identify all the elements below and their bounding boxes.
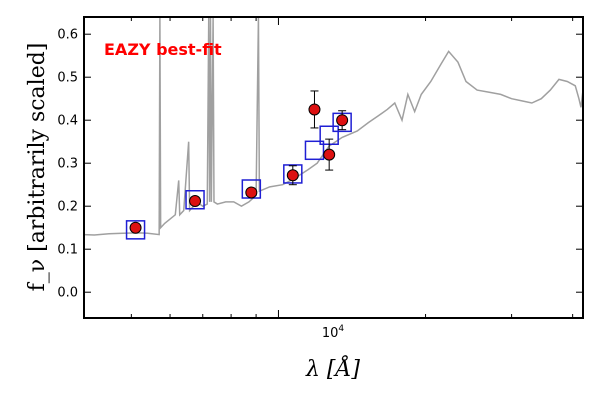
- chart-annotation: EAZY best-fit: [104, 40, 222, 59]
- plot-frame: [83, 16, 584, 319]
- y-tick-label: 0.6: [57, 28, 78, 43]
- y-tick-label: 0.4: [57, 114, 78, 129]
- y-ticks: 0.0 0.1 0.2 0.3 0.4 0.5 0.6: [57, 28, 583, 301]
- x-tick-label-1e4: 104: [322, 324, 345, 341]
- observed-flux-point: [189, 195, 202, 208]
- plot-area: [84, 17, 583, 240]
- y-tick-label: 0.0: [57, 286, 78, 301]
- y-tick-label: 0.1: [57, 243, 78, 258]
- observed-flux-point: [308, 103, 321, 116]
- y-tick-label: 0.2: [57, 200, 78, 215]
- x-axis-label: λ [Å]: [305, 354, 360, 382]
- observed-flux-point: [129, 221, 142, 234]
- y-tick-label: 0.3: [57, 157, 78, 172]
- y-axis-label: f_ν [arbitrarily scaled]: [25, 43, 50, 292]
- observed-flux-point: [245, 186, 258, 199]
- model-flux-square: [304, 140, 325, 161]
- observed-flux-point: [323, 148, 336, 161]
- y-tick-label: 0.5: [57, 71, 78, 86]
- model-flux-square: [125, 220, 146, 240]
- observed-flux-point: [336, 114, 349, 127]
- model-flux-square: [185, 190, 205, 210]
- x-ticks: [130, 17, 574, 318]
- observed-flux-point: [286, 169, 299, 182]
- model-spectrum-line: [84, 17, 583, 236]
